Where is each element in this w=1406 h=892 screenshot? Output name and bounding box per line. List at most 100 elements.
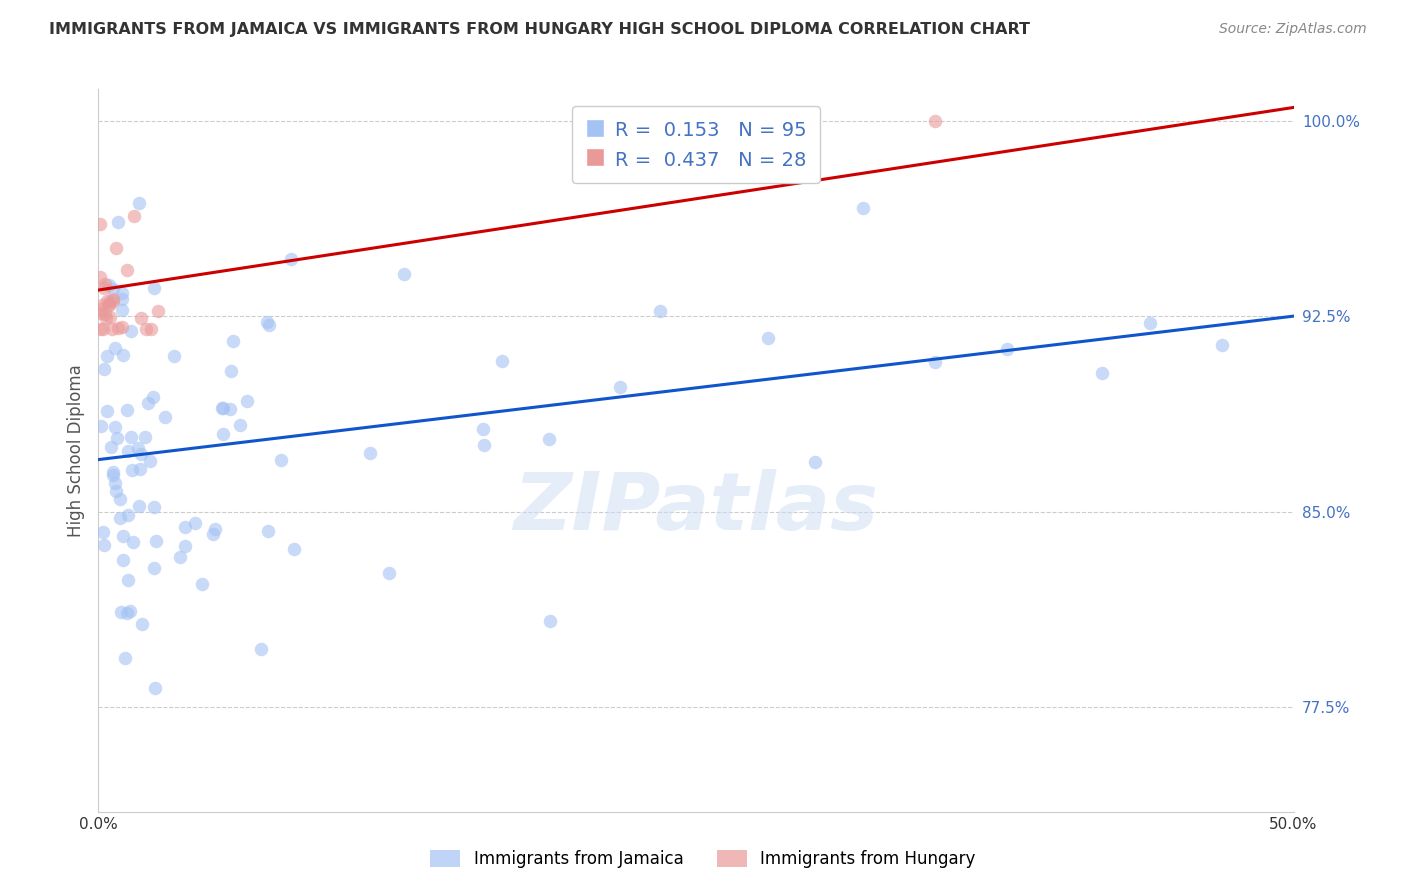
Point: [107, 215, 129, 229]
Point: [270, 452, 292, 467]
Point: [650, 304, 672, 318]
Point: [98, 310, 121, 324]
Point: [128, 499, 150, 513]
Point: [143, 280, 166, 294]
Point: [471, 422, 494, 436]
Point: [121, 463, 143, 477]
Point: [131, 310, 153, 325]
Point: [538, 615, 561, 629]
Point: [124, 209, 146, 223]
Point: [111, 552, 134, 566]
Point: [211, 401, 233, 415]
Point: [118, 604, 141, 618]
Point: [145, 533, 167, 548]
Point: [103, 282, 125, 296]
Point: [91, 525, 114, 540]
Point: [111, 303, 134, 318]
Point: [117, 508, 139, 523]
Point: [131, 617, 153, 632]
Point: [138, 454, 160, 468]
Point: [96, 349, 118, 363]
Point: [122, 534, 145, 549]
Text: Source: ZipAtlas.com: Source: ZipAtlas.com: [1219, 22, 1367, 37]
Point: [129, 462, 152, 476]
Point: [103, 420, 125, 434]
Point: [142, 390, 165, 404]
Point: [852, 201, 875, 215]
Point: [143, 681, 166, 695]
Point: [257, 524, 280, 538]
Point: [491, 354, 513, 368]
Point: [110, 605, 132, 619]
Y-axis label: High School Diploma: High School Diploma: [66, 364, 84, 537]
Point: [96, 293, 118, 308]
Point: [211, 427, 233, 442]
Point: [283, 542, 305, 557]
Point: [93, 281, 115, 295]
Point: [89, 322, 111, 336]
Point: [537, 432, 560, 446]
Point: [117, 444, 139, 458]
Point: [256, 315, 278, 329]
Point: [120, 324, 142, 338]
Point: [93, 538, 115, 552]
Point: [163, 349, 186, 363]
Point: [103, 466, 125, 480]
Point: [280, 252, 302, 266]
Point: [127, 441, 149, 455]
Point: [90, 418, 112, 433]
Point: [105, 431, 128, 445]
Point: [115, 403, 138, 417]
Point: [609, 380, 631, 394]
Point: [153, 410, 176, 425]
Text: IMMIGRANTS FROM JAMAICA VS IMMIGRANTS FROM HUNGARY HIGH SCHOOL DIPLOMA CORRELATI: IMMIGRANTS FROM JAMAICA VS IMMIGRANTS FR…: [49, 22, 1031, 37]
Point: [112, 529, 135, 543]
Point: [1091, 366, 1114, 380]
Point: [995, 343, 1018, 357]
Point: [89, 301, 111, 316]
Point: [93, 307, 115, 321]
Point: [136, 396, 159, 410]
Point: [756, 331, 779, 345]
Point: [97, 298, 120, 312]
Point: [174, 520, 197, 534]
Point: [135, 322, 157, 336]
Point: [359, 446, 381, 460]
Point: [142, 561, 165, 575]
Point: [120, 430, 142, 444]
Point: [93, 322, 115, 336]
Point: [100, 440, 122, 454]
Point: [142, 500, 165, 514]
Legend: Immigrants from Jamaica, Immigrants from Hungary: Immigrants from Jamaica, Immigrants from…: [422, 842, 984, 877]
Point: [924, 355, 946, 369]
Point: [804, 455, 827, 469]
Point: [128, 196, 150, 211]
Point: [131, 447, 153, 461]
Point: [257, 318, 280, 332]
Point: [104, 476, 127, 491]
Point: [117, 573, 139, 587]
Point: [378, 566, 401, 580]
Point: [204, 522, 226, 536]
Point: [1139, 317, 1161, 331]
Point: [191, 577, 214, 591]
Point: [105, 484, 128, 499]
Point: [111, 320, 134, 334]
Point: [103, 294, 125, 309]
Point: [141, 322, 163, 336]
Point: [110, 492, 132, 507]
Point: [219, 401, 242, 416]
Point: [97, 297, 120, 311]
Point: [134, 429, 156, 443]
Point: [392, 267, 415, 281]
Point: [211, 401, 233, 415]
Point: [184, 516, 207, 530]
Point: [98, 277, 121, 292]
Point: [472, 438, 495, 452]
Point: [108, 511, 131, 525]
Point: [115, 606, 138, 620]
Point: [101, 322, 124, 336]
Point: [103, 293, 125, 307]
Point: [105, 242, 128, 256]
Point: [101, 467, 124, 482]
